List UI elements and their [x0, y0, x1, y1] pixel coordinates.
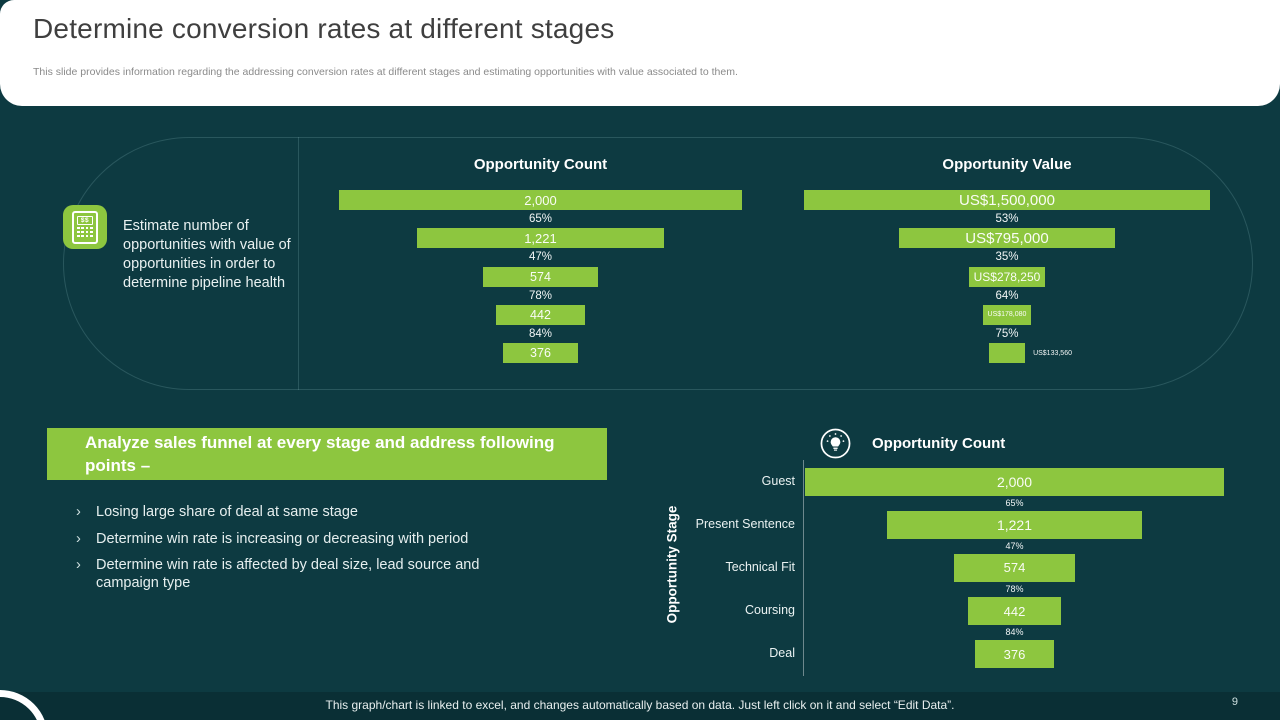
- analysis-heading: Analyze sales funnel at every stage and …: [85, 433, 555, 475]
- bar-value-label: 2,000: [996, 473, 1033, 490]
- conversion-rate-label: 75%: [995, 327, 1019, 340]
- bar-value-label: 1,221: [996, 516, 1033, 533]
- page-number: 9: [1231, 696, 1238, 708]
- conversion-rate-label: 64%: [995, 289, 1019, 302]
- bar-value-label: US$133,560: [1033, 349, 1072, 357]
- category-label: Present Sentence: [695, 517, 795, 532]
- bar-value-label: 376: [1003, 646, 1026, 662]
- bar-value-label: US$1,500,000: [959, 191, 1055, 209]
- chart-title-opportunity-count: Opportunity Count: [473, 156, 608, 173]
- calculator-keys: [77, 226, 93, 237]
- funnel-bar: US$133,560: [988, 343, 1072, 364]
- funnel-bar: 376: [975, 640, 1054, 668]
- conversion-rate-label: 65%: [528, 213, 553, 225]
- funnel-bar: 574: [954, 554, 1075, 582]
- decor-divider-line: [298, 137, 299, 390]
- funnel-chart-opportunity-stage[interactable]: Guest 2,000 65% Present Sentence 1,221 47% Tec…: [696, 468, 1224, 668]
- page-title: Determine conversion rates at different …: [33, 13, 615, 44]
- stage-axis-line: [803, 460, 804, 676]
- bullet-item: › Losing large share of deal at same sta…: [76, 503, 496, 521]
- conversion-rate-label: 78%: [1005, 583, 1024, 594]
- chart-title-opportunity-stage: Opportunity Count: [872, 435, 1006, 452]
- bullet-marker-icon: ›: [76, 557, 81, 573]
- category-label: Coursing: [744, 603, 795, 618]
- conversion-rate-label: 47%: [528, 251, 553, 264]
- bar-value-label: 442: [1003, 603, 1026, 619]
- funnel-bar: 574: [482, 266, 599, 287]
- bar-value-label: 376: [530, 346, 551, 361]
- bar-value-label: US$278,250: [973, 269, 1041, 284]
- conversion-rate-label: 84%: [1005, 626, 1024, 637]
- funnel-bar: 442: [495, 304, 586, 325]
- bar-value-label: US$178,080: [987, 311, 1027, 319]
- funnel-chart-opportunity-count[interactable]: 2,000 65% 1,221 47% 574 78% 442 84% 376: [339, 190, 742, 365]
- conversion-rate-label: 35%: [995, 251, 1019, 264]
- conversion-rate-label: 78%: [528, 289, 553, 302]
- calculator-body: $$: [72, 210, 98, 244]
- bar-value-label: 442: [530, 307, 551, 322]
- bullet-text: Determine win rate is affected by deal s…: [96, 557, 480, 591]
- funnel-bar: US$278,250: [969, 266, 1045, 287]
- funnel-bar: US$1,500,000: [804, 190, 1210, 210]
- bullet-marker-icon: ›: [76, 530, 81, 547]
- stage-chart-header: Opportunity Count: [820, 428, 1005, 459]
- funnel-bar: 2,000: [339, 190, 742, 210]
- funnel-bar: US$178,080: [982, 304, 1032, 325]
- decor-pill-outline: [63, 137, 1253, 390]
- conversion-rate-label: 65%: [1005, 497, 1024, 508]
- y-axis-label: Opportunity Stage: [664, 505, 680, 624]
- bullet-item: › Determine win rate is affected by deal…: [76, 556, 496, 592]
- funnel-bar: 2,000: [805, 468, 1224, 496]
- estimate-note-text: Estimate number of opportunities with va…: [123, 218, 291, 291]
- funnel-chart-opportunity-value[interactable]: US$1,500,000 53% US$795,000 35% US$278,250 64…: [804, 190, 1210, 365]
- page-subtitle: This slide provides information regardin…: [33, 66, 738, 78]
- calculator-icon: $$: [63, 205, 107, 249]
- conversion-rate-label: 53%: [995, 213, 1019, 225]
- funnel-bar: US$795,000: [899, 228, 1115, 249]
- funnel-bar: 376: [502, 343, 579, 364]
- bullet-text: Determine win rate is increasing or decr…: [96, 530, 469, 547]
- funnel-bar: 442: [968, 597, 1061, 625]
- lightbulb-icon: [820, 428, 851, 459]
- bar-value-label: 574: [530, 269, 551, 284]
- footer-band: [0, 692, 1280, 720]
- bullet-list: › Losing large share of deal at same sta…: [76, 503, 496, 601]
- footer-note: This graph/chart is linked to excel, and…: [325, 698, 955, 712]
- bullet-marker-icon: ›: [76, 504, 81, 520]
- conversion-rate-label: 47%: [1005, 540, 1024, 551]
- bullet-item: › Determine win rate is increasing or de…: [76, 530, 496, 548]
- bar-value-label: 574: [1003, 560, 1026, 576]
- calculator-display: $$: [77, 215, 93, 225]
- chart-title-opportunity-value: Opportunity Value: [942, 156, 1072, 173]
- conversion-rate-label: 84%: [528, 327, 553, 340]
- category-label: Guest: [761, 474, 795, 488]
- category-label: Technical Fit: [725, 560, 795, 575]
- bar-value-label: US$795,000: [965, 229, 1049, 247]
- funnel-bar: 1,221: [417, 228, 664, 249]
- bullet-text: Losing large share of deal at same stage: [96, 504, 358, 520]
- bar-value-label: 1,221: [524, 230, 557, 246]
- analysis-heading-box: Analyze sales funnel at every stage and …: [47, 428, 607, 480]
- funnel-bar: 1,221: [886, 511, 1143, 539]
- category-label: Deal: [769, 646, 795, 661]
- header: Determine conversion rates at different …: [0, 0, 1280, 106]
- bar-value-label: 2,000: [524, 192, 557, 208]
